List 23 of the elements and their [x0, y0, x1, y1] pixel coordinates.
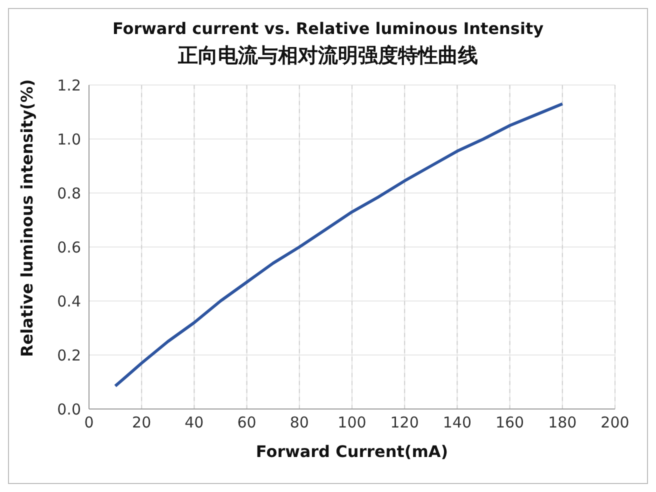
- chart-title: Forward current vs. Relative luminous Intensity: [111, 19, 545, 38]
- line-series: [114, 102, 564, 388]
- x-axis-title: Forward Current(mA): [256, 442, 448, 461]
- y-tick-label: 0.6: [57, 238, 81, 256]
- x-tick-label: 100: [338, 414, 366, 432]
- x-tick-label: 60: [237, 414, 256, 432]
- y-tick-label: 0.4: [57, 292, 81, 310]
- x-tick-label: 180: [548, 414, 577, 432]
- x-tick-label: 160: [495, 414, 524, 432]
- chart-subtitle: 正向电流与相对流明强度特性曲线: [177, 42, 479, 69]
- x-tick-label: 200: [600, 414, 630, 432]
- x-tick-label: 140: [442, 414, 472, 432]
- x-tick-label: 120: [390, 414, 419, 432]
- y-tick-label: 1.0: [57, 130, 81, 148]
- y-tick-label: 0.8: [57, 184, 81, 202]
- y-tick-label: 0.0: [57, 400, 81, 418]
- x-tick-label: 80: [290, 414, 309, 432]
- y-tick-label: 0.2: [57, 346, 81, 364]
- y-axis-title: Relative luminous intensity(%): [18, 79, 37, 357]
- x-tick-label: 40: [184, 414, 204, 432]
- x-tick-label: 0: [84, 414, 94, 432]
- y-tick-label: 1.2: [57, 76, 81, 94]
- x-tick-label: 20: [132, 414, 152, 432]
